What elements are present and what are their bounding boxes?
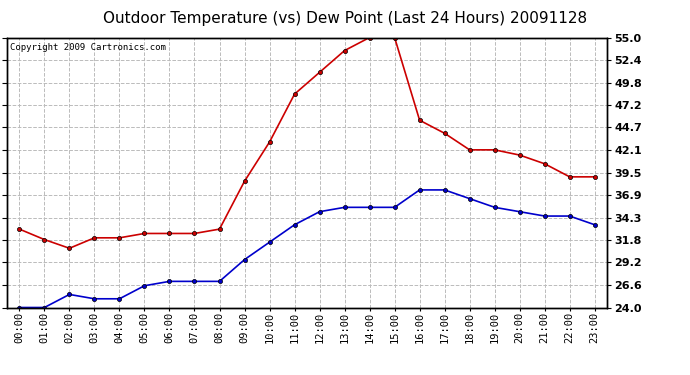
Text: Copyright 2009 Cartronics.com: Copyright 2009 Cartronics.com xyxy=(10,43,166,52)
Text: Outdoor Temperature (vs) Dew Point (Last 24 Hours) 20091128: Outdoor Temperature (vs) Dew Point (Last… xyxy=(103,11,587,26)
